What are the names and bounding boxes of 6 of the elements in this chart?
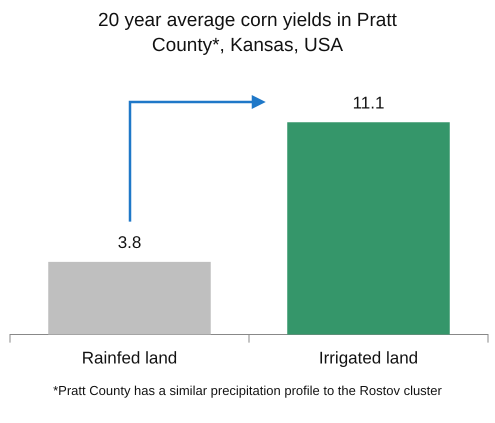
data-label: 3.8 — [118, 233, 142, 252]
data-label: 11.1 — [352, 93, 384, 112]
x-tick-label: Rainfed land — [82, 348, 178, 368]
x-tick-label: Irrigated land — [318, 348, 418, 368]
text: *Pratt County has a similar precipitation profile to the Rostov cluster — [52, 382, 443, 400]
chart-title: 20 year average corn yields in Pratt County*, Kansas, USA — [97, 9, 398, 58]
